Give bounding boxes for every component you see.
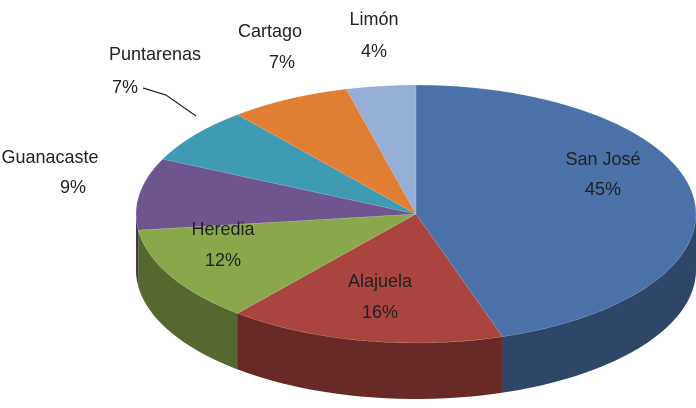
pie-tops — [135, 84, 696, 344]
pie-walls — [136, 214, 696, 399]
pie-wall — [136, 214, 139, 287]
value-label: 9% — [60, 177, 86, 197]
value-label: 12% — [205, 250, 241, 270]
slice-label: Limón — [349, 9, 398, 29]
value-label: 7% — [269, 52, 295, 72]
slice-label: Heredia — [191, 219, 255, 239]
value-label: 4% — [361, 41, 387, 61]
value-label: 45% — [585, 179, 621, 199]
labels: San José 45% Alajuela 16% Heredia 12% Guanacas… — [1, 9, 640, 322]
slice-label: Cartago — [238, 21, 302, 41]
pie-slice — [345, 84, 417, 215]
pie-wall — [502, 214, 696, 393]
pie-wall — [237, 313, 503, 399]
slice-label: Alajuela — [348, 271, 413, 291]
value-label: 16% — [362, 302, 398, 322]
pie-slice — [236, 88, 417, 215]
pie-wall — [138, 230, 238, 370]
pie-slice — [137, 213, 417, 314]
leader-line — [142, 87, 197, 117]
pie-slice — [236, 213, 503, 344]
slice-label: Puntarenas — [109, 44, 201, 64]
value-label: 7% — [112, 77, 138, 97]
slice-label: Guanacaste — [1, 147, 98, 167]
pie-slice — [415, 84, 696, 337]
pie-slice — [135, 158, 417, 231]
pie-slice — [162, 114, 417, 215]
slice-label: San José — [565, 149, 640, 169]
